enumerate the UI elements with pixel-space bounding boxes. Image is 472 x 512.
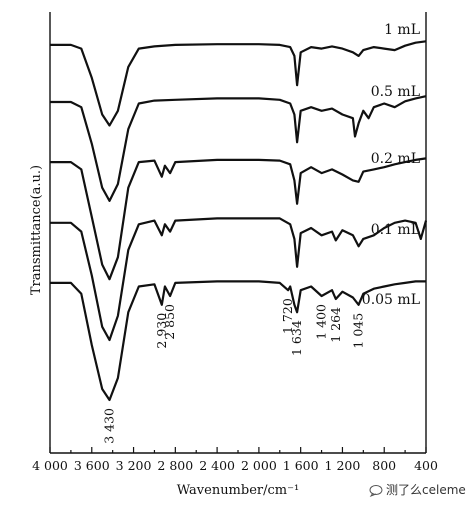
peak-label: 1 400	[314, 304, 329, 340]
plot-frame	[49, 12, 427, 454]
spectrum-line	[50, 157, 427, 281]
peak-label: 1 045	[351, 313, 366, 349]
spectrum-line	[50, 217, 428, 342]
peak-label: 2 930	[154, 313, 169, 349]
x-tick-label: 400	[414, 458, 438, 473]
y-axis-label: Transmittance(a.u.)	[29, 165, 44, 295]
watermark: 测了么celeme	[369, 483, 466, 498]
peak-label: 2 850	[162, 304, 177, 340]
x-tick-label: 2 800	[157, 458, 193, 473]
peak-label: 1 264	[328, 307, 343, 343]
watermark-text: 测了么celeme	[386, 483, 466, 497]
peak-label: 1 634	[289, 320, 304, 356]
spectrum-line	[50, 95, 427, 202]
x-tick-label: 4 000	[32, 458, 68, 473]
x-tick-label: 1 600	[283, 458, 319, 473]
spectrum-line	[50, 280, 426, 402]
x-axis-ticks: 4 000 3 600 3 200 2 800 2 400 2 000 1 600 1 200…	[32, 447, 438, 473]
series-label: 0.2 mL	[371, 151, 420, 167]
x-tick-label: 2 400	[199, 458, 235, 473]
series-label: 1 mL	[384, 22, 420, 38]
x-tick-label: 3 600	[74, 458, 110, 473]
peak-label: 3 430	[102, 408, 117, 444]
series-label: 0.1 mL	[371, 222, 420, 238]
series-label: 0.05 mL	[362, 292, 420, 308]
x-tick-label: 3 200	[116, 458, 152, 473]
x-tick-label: 800	[372, 458, 396, 473]
series-labels: 1 mL 0.5 mL 0.2 mL 0.1 mL 0.05 mL	[362, 22, 420, 308]
chat-bubble-icon	[369, 485, 383, 498]
x-axis-label: Wavenumber/cm⁻¹	[177, 483, 299, 498]
peak-label: 1 720	[280, 298, 295, 334]
x-tick-label: 2 000	[241, 458, 277, 473]
series-label: 0.5 mL	[371, 84, 420, 100]
x-tick-label: 1 200	[325, 458, 361, 473]
spectrum-line	[50, 40, 427, 127]
spectra-group	[50, 40, 428, 402]
